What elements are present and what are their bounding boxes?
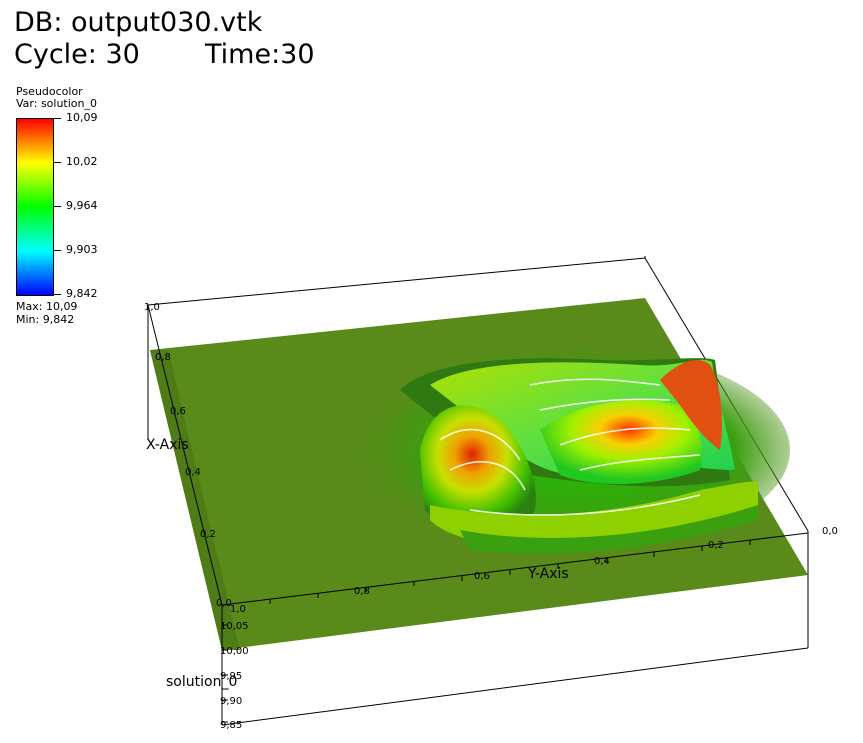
y-axis-title: Y-Axis: [527, 566, 569, 582]
z-axis-tick: 9,95: [220, 671, 242, 682]
x-axis-tick: 0,2: [200, 529, 216, 540]
legend-tick-label: 9,903: [66, 243, 98, 256]
legend-tick-label: 9,964: [66, 199, 98, 212]
y-axis-tick: 0,8: [354, 586, 370, 597]
x-axis-title: X-Axis: [146, 437, 189, 453]
x-axis-tick: 1,0: [144, 302, 160, 313]
legend-tick-label: 10,09: [66, 111, 98, 124]
y-axis-line: [221, 532, 809, 606]
legend-tickmark: [53, 250, 61, 251]
legend-title: Pseudocolor: [16, 85, 83, 98]
legend-tickmark: [53, 118, 61, 119]
legend-tickmark: [53, 162, 61, 163]
surface-hills: [400, 358, 758, 554]
legend-tick-label: 9,842: [66, 287, 98, 300]
z-axis-tick: 9,90: [220, 696, 242, 707]
database-title: DB: output030.vtk: [14, 7, 263, 38]
surface-shadow: [150, 350, 240, 650]
x-axis-tick: 0,4: [185, 467, 201, 478]
x-axis-tick: 0,6: [170, 406, 186, 417]
z-axis-line: [221, 605, 228, 725]
y-axis-tick: 0,2: [708, 540, 724, 551]
cycle-label: Cycle: 30: [14, 39, 140, 70]
x-axis-line: [147, 304, 223, 606]
z-axis-title: solution_0: [166, 674, 237, 690]
time-label: Time:30: [205, 39, 315, 70]
z-axis-tick: 9,85: [220, 720, 242, 731]
z-axis-tick: 10,00: [220, 646, 249, 657]
legend-max-value: Max: 10,09: [16, 300, 78, 313]
z-axis-tick: 10,05: [220, 621, 249, 632]
legend-tickmark: [53, 294, 61, 295]
x-axis-tick: 0,8: [155, 352, 171, 363]
legend-min-value: Min: 9,842: [16, 313, 75, 326]
x-axis-tick: 0,0: [216, 598, 232, 609]
y-axis-tick: 1,0: [230, 604, 246, 615]
y-axis-tick: 0,4: [594, 556, 610, 567]
legend-tickmark: [53, 206, 61, 207]
y-axis-tick: 0,0: [822, 526, 838, 537]
y-axis-tick: 0,6: [474, 571, 490, 582]
legend-tick-label: 10,02: [66, 155, 98, 168]
color-legend-bar: [16, 118, 54, 296]
legend-variable: Var: solution_0: [16, 97, 98, 110]
